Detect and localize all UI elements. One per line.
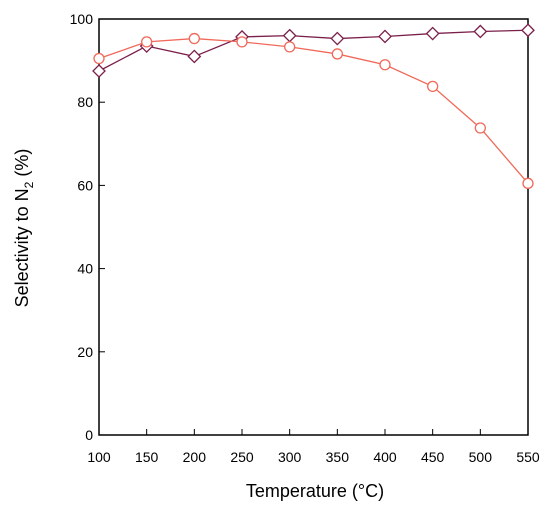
x-tick-label: 500 [469, 449, 493, 465]
series-layer [92, 23, 535, 189]
x-tick-label: 450 [421, 449, 445, 465]
y-axis-title: Selectivity to N2 (%) [12, 149, 36, 308]
x-tick-label: 250 [230, 449, 254, 465]
y-axis-title-suffix: (%) [12, 149, 32, 182]
circle-marker [331, 48, 343, 60]
diamond-marker [330, 31, 345, 46]
circle-marker [284, 41, 296, 53]
plot-frame [98, 18, 529, 436]
circle-marker [188, 32, 200, 45]
x-tick-label: 200 [183, 449, 207, 465]
diamond-marker [282, 28, 297, 43]
diamond-marker [187, 49, 202, 64]
y-tick-label: 60 [77, 177, 93, 193]
diamond-marker [425, 26, 440, 41]
x-tick-label: 150 [135, 449, 159, 465]
diamond-marker [92, 64, 106, 78]
y-tick-label: 80 [77, 94, 93, 110]
circle-marker [379, 59, 391, 71]
y-tick-label: 100 [70, 11, 94, 27]
x-tick-label: 300 [278, 449, 302, 465]
x-tick-label: 100 [87, 449, 111, 465]
circle-marker [522, 177, 534, 189]
diamond-marker [521, 23, 535, 38]
series-line [98, 29, 529, 72]
circle-marker [427, 80, 439, 93]
x-tick-label: 400 [373, 449, 397, 465]
circle-marker [141, 36, 153, 48]
x-tick-label: 350 [326, 449, 350, 465]
diamond-marker [473, 24, 488, 39]
y-tick-label: 20 [77, 344, 93, 360]
y-axis-ticks: 0 20 40 60 80 100 [70, 11, 105, 443]
diamond-marker [378, 29, 392, 44]
series-2 [93, 32, 534, 189]
x-axis-title: Temperature (°C) [246, 481, 384, 501]
x-axis-ticks: 100 150 200 250 300 350 400 450 500 550 [87, 429, 540, 465]
y-axis-title-subscript: 2 [22, 181, 36, 188]
circle-marker [474, 122, 486, 134]
x-tick-label: 550 [516, 449, 540, 465]
circle-marker [236, 36, 248, 48]
y-axis-title-main: Selectivity to N [12, 188, 32, 307]
plot-area [98, 18, 529, 436]
series-line [98, 37, 529, 184]
circle-marker [93, 52, 105, 65]
y-tick-label: 0 [85, 427, 93, 443]
y-tick-label: 40 [77, 261, 93, 277]
